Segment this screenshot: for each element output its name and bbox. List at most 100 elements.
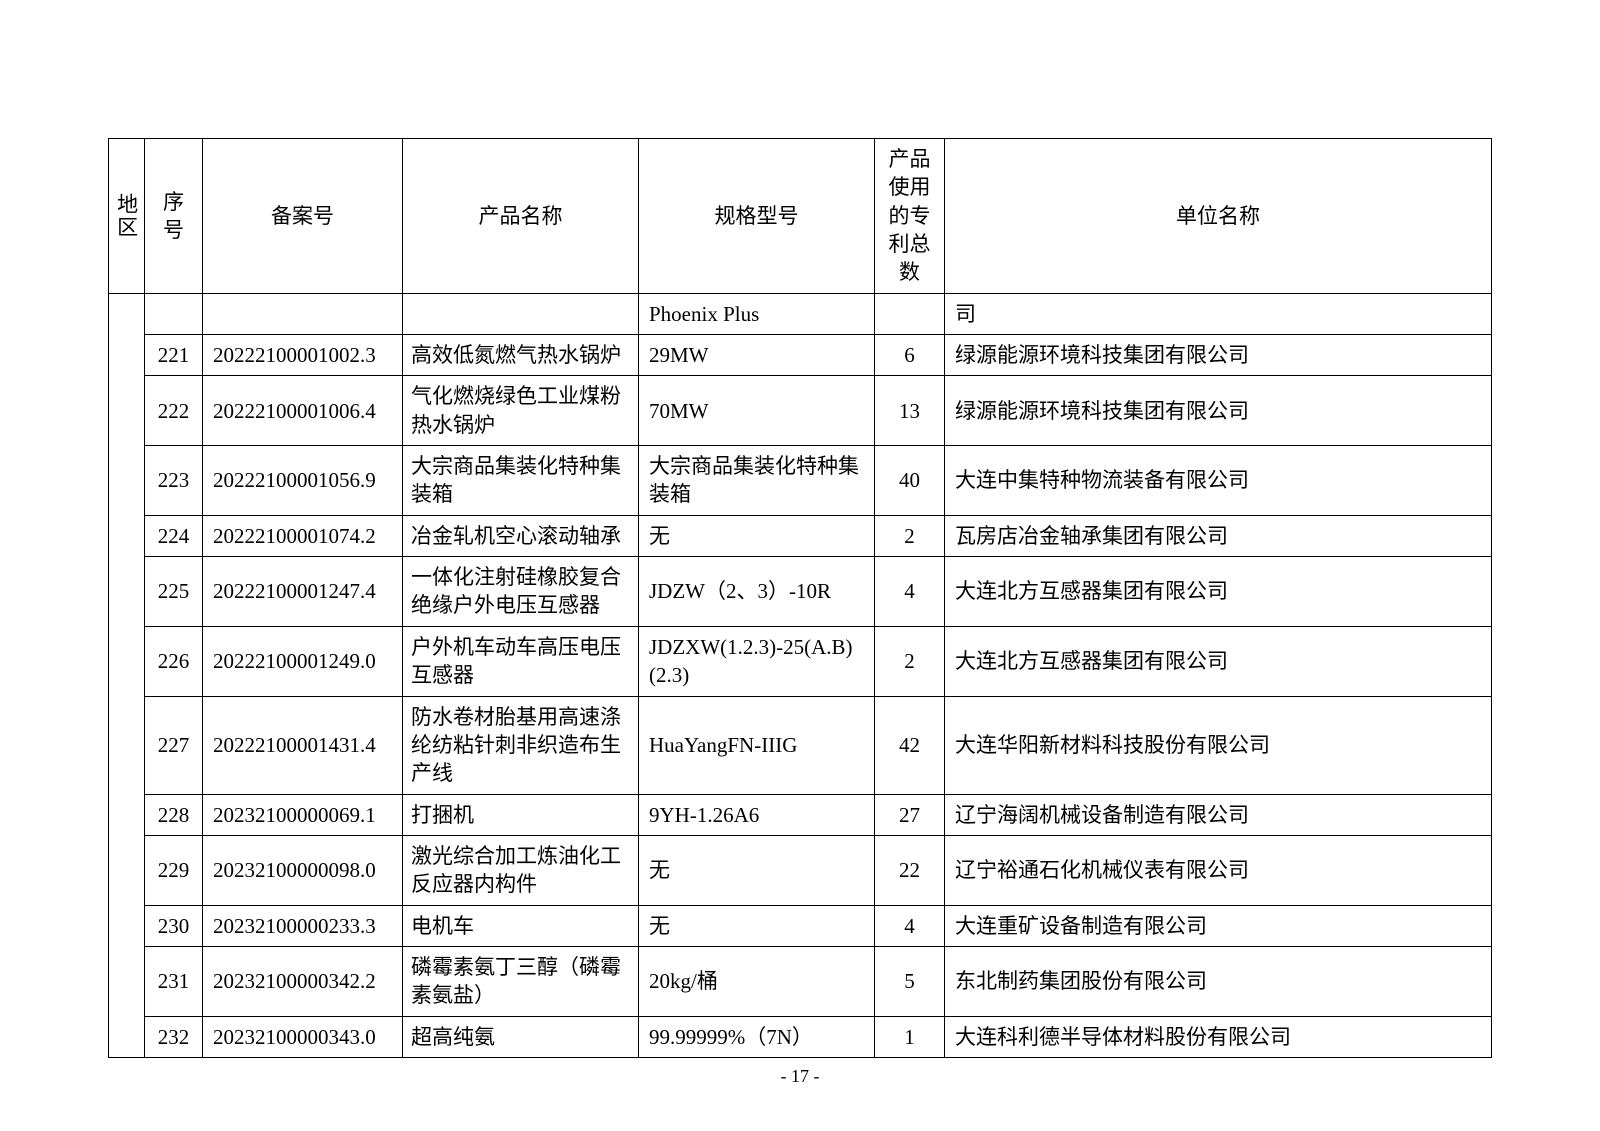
product-cell: 磷霉素氨丁三醇（磷霉素氨盐） (403, 946, 639, 1016)
spec-cell: 无 (639, 515, 875, 556)
seq-cell: 222 (145, 376, 203, 446)
unit-cell: 绿源能源环境科技集团有限公司 (945, 335, 1492, 376)
unit-cell: 辽宁裕通石化机械仪表有限公司 (945, 835, 1492, 905)
table-header: 地区 序号 备案号 产品名称 规格型号 产品使用的专利总数 单位名称 (109, 139, 1492, 294)
filing-cell: 20222100001056.9 (203, 446, 403, 516)
table-row: 22920232100000098.0激光综合加工炼油化工反应器内构件无22辽宁… (109, 835, 1492, 905)
seq-cell: 229 (145, 835, 203, 905)
seq-cell: 230 (145, 905, 203, 946)
unit-cell: 大连北方互感器集团有限公司 (945, 626, 1492, 696)
seq-cell: 227 (145, 696, 203, 794)
filing-cell: 20232100000342.2 (203, 946, 403, 1016)
spec-cell: JDZXW(1.2.3)-25(A.B)(2.3) (639, 626, 875, 696)
table-row: 23020232100000233.3电机车无4大连重矿设备制造有限公司 (109, 905, 1492, 946)
filing-cell: 20222100001249.0 (203, 626, 403, 696)
spec-cell: 大宗商品集装化特种集装箱 (639, 446, 875, 516)
unit-cell: 司 (945, 293, 1492, 334)
table-row: 22820232100000069.1打捆机9YH-1.26A627辽宁海阔机械… (109, 794, 1492, 835)
table-row: Phoenix Plus 司 (109, 293, 1492, 334)
region-cell (109, 293, 145, 1057)
filing-cell: 20222100001431.4 (203, 696, 403, 794)
patent-cell: 13 (875, 376, 945, 446)
patent-cell: 4 (875, 905, 945, 946)
table-row: 22520222100001247.4一体化注射硅橡胶复合绝缘户外电压互感器JD… (109, 557, 1492, 627)
spec-cell: 20kg/桶 (639, 946, 875, 1016)
filing-cell: 20232100000233.3 (203, 905, 403, 946)
patent-cell: 27 (875, 794, 945, 835)
unit-cell: 大连重矿设备制造有限公司 (945, 905, 1492, 946)
filing-cell (203, 293, 403, 334)
spec-cell: 99.99999%（7N） (639, 1016, 875, 1057)
product-cell: 高效低氮燃气热水锅炉 (403, 335, 639, 376)
seq-cell: 223 (145, 446, 203, 516)
document-page: 地区 序号 备案号 产品名称 规格型号 产品使用的专利总数 单位名称 Phoen… (0, 0, 1600, 1131)
filing-cell: 20232100000343.0 (203, 1016, 403, 1057)
filing-cell: 20222100001247.4 (203, 557, 403, 627)
data-table: 地区 序号 备案号 产品名称 规格型号 产品使用的专利总数 单位名称 Phoen… (108, 138, 1492, 1058)
spec-cell: JDZW（2、3）-10R (639, 557, 875, 627)
col-header-spec: 规格型号 (639, 139, 875, 294)
patent-cell: 40 (875, 446, 945, 516)
product-cell: 户外机车动车高压电压互感器 (403, 626, 639, 696)
col-header-seq: 序号 (145, 139, 203, 294)
filing-cell: 20222100001074.2 (203, 515, 403, 556)
seq-cell: 225 (145, 557, 203, 627)
filing-cell: 20232100000098.0 (203, 835, 403, 905)
product-cell: 防水卷材胎基用高速涤纶纺粘针刺非织造布生产线 (403, 696, 639, 794)
spec-cell: 无 (639, 835, 875, 905)
unit-cell: 绿源能源环境科技集团有限公司 (945, 376, 1492, 446)
spec-cell: 无 (639, 905, 875, 946)
product-cell: 激光综合加工炼油化工反应器内构件 (403, 835, 639, 905)
patent-cell: 42 (875, 696, 945, 794)
product-cell: 大宗商品集装化特种集装箱 (403, 446, 639, 516)
seq-cell: 221 (145, 335, 203, 376)
table-row: 23220232100000343.0超高纯氨99.99999%（7N）1大连科… (109, 1016, 1492, 1057)
patent-cell: 1 (875, 1016, 945, 1057)
page-number: - 17 - (0, 1066, 1600, 1087)
col-header-filing: 备案号 (203, 139, 403, 294)
table-row: 23120232100000342.2磷霉素氨丁三醇（磷霉素氨盐）20kg/桶5… (109, 946, 1492, 1016)
unit-cell: 大连华阳新材料科技股份有限公司 (945, 696, 1492, 794)
product-cell: 超高纯氨 (403, 1016, 639, 1057)
seq-cell (145, 293, 203, 334)
filing-cell: 20232100000069.1 (203, 794, 403, 835)
col-header-unit: 单位名称 (945, 139, 1492, 294)
seq-cell: 228 (145, 794, 203, 835)
col-header-region: 地区 (109, 139, 145, 294)
patent-cell: 22 (875, 835, 945, 905)
product-cell: 一体化注射硅橡胶复合绝缘户外电压互感器 (403, 557, 639, 627)
col-header-patent: 产品使用的专利总数 (875, 139, 945, 294)
unit-cell: 瓦房店冶金轴承集团有限公司 (945, 515, 1492, 556)
table-row: 22320222100001056.9大宗商品集装化特种集装箱大宗商品集装化特种… (109, 446, 1492, 516)
seq-cell: 232 (145, 1016, 203, 1057)
spec-cell: 9YH-1.26A6 (639, 794, 875, 835)
patent-cell: 6 (875, 335, 945, 376)
table-row: 22220222100001006.4气化燃烧绿色工业煤粉热水锅炉70MW13绿… (109, 376, 1492, 446)
patent-cell (875, 293, 945, 334)
table-row: 22120222100001002.3高效低氮燃气热水锅炉29MW6绿源能源环境… (109, 335, 1492, 376)
unit-cell: 大连北方互感器集团有限公司 (945, 557, 1492, 627)
product-cell: 冶金轧机空心滚动轴承 (403, 515, 639, 556)
filing-cell: 20222100001002.3 (203, 335, 403, 376)
unit-cell: 大连科利德半导体材料股份有限公司 (945, 1016, 1492, 1057)
seq-cell: 231 (145, 946, 203, 1016)
spec-cell: 29MW (639, 335, 875, 376)
patent-cell: 2 (875, 515, 945, 556)
unit-cell: 辽宁海阔机械设备制造有限公司 (945, 794, 1492, 835)
patent-cell: 5 (875, 946, 945, 1016)
table-body: Phoenix Plus司22120222100001002.3高效低氮燃气热水… (109, 293, 1492, 1057)
table-row: 22620222100001249.0户外机车动车高压电压互感器JDZXW(1.… (109, 626, 1492, 696)
table-row: 22720222100001431.4防水卷材胎基用高速涤纶纺粘针刺非织造布生产… (109, 696, 1492, 794)
seq-cell: 226 (145, 626, 203, 696)
table-row: 22420222100001074.2冶金轧机空心滚动轴承无2瓦房店冶金轴承集团… (109, 515, 1492, 556)
seq-cell: 224 (145, 515, 203, 556)
patent-cell: 4 (875, 557, 945, 627)
filing-cell: 20222100001006.4 (203, 376, 403, 446)
product-cell (403, 293, 639, 334)
spec-cell: 70MW (639, 376, 875, 446)
col-header-product: 产品名称 (403, 139, 639, 294)
product-cell: 气化燃烧绿色工业煤粉热水锅炉 (403, 376, 639, 446)
spec-cell: Phoenix Plus (639, 293, 875, 334)
spec-cell: HuaYangFN-IIIG (639, 696, 875, 794)
product-cell: 电机车 (403, 905, 639, 946)
